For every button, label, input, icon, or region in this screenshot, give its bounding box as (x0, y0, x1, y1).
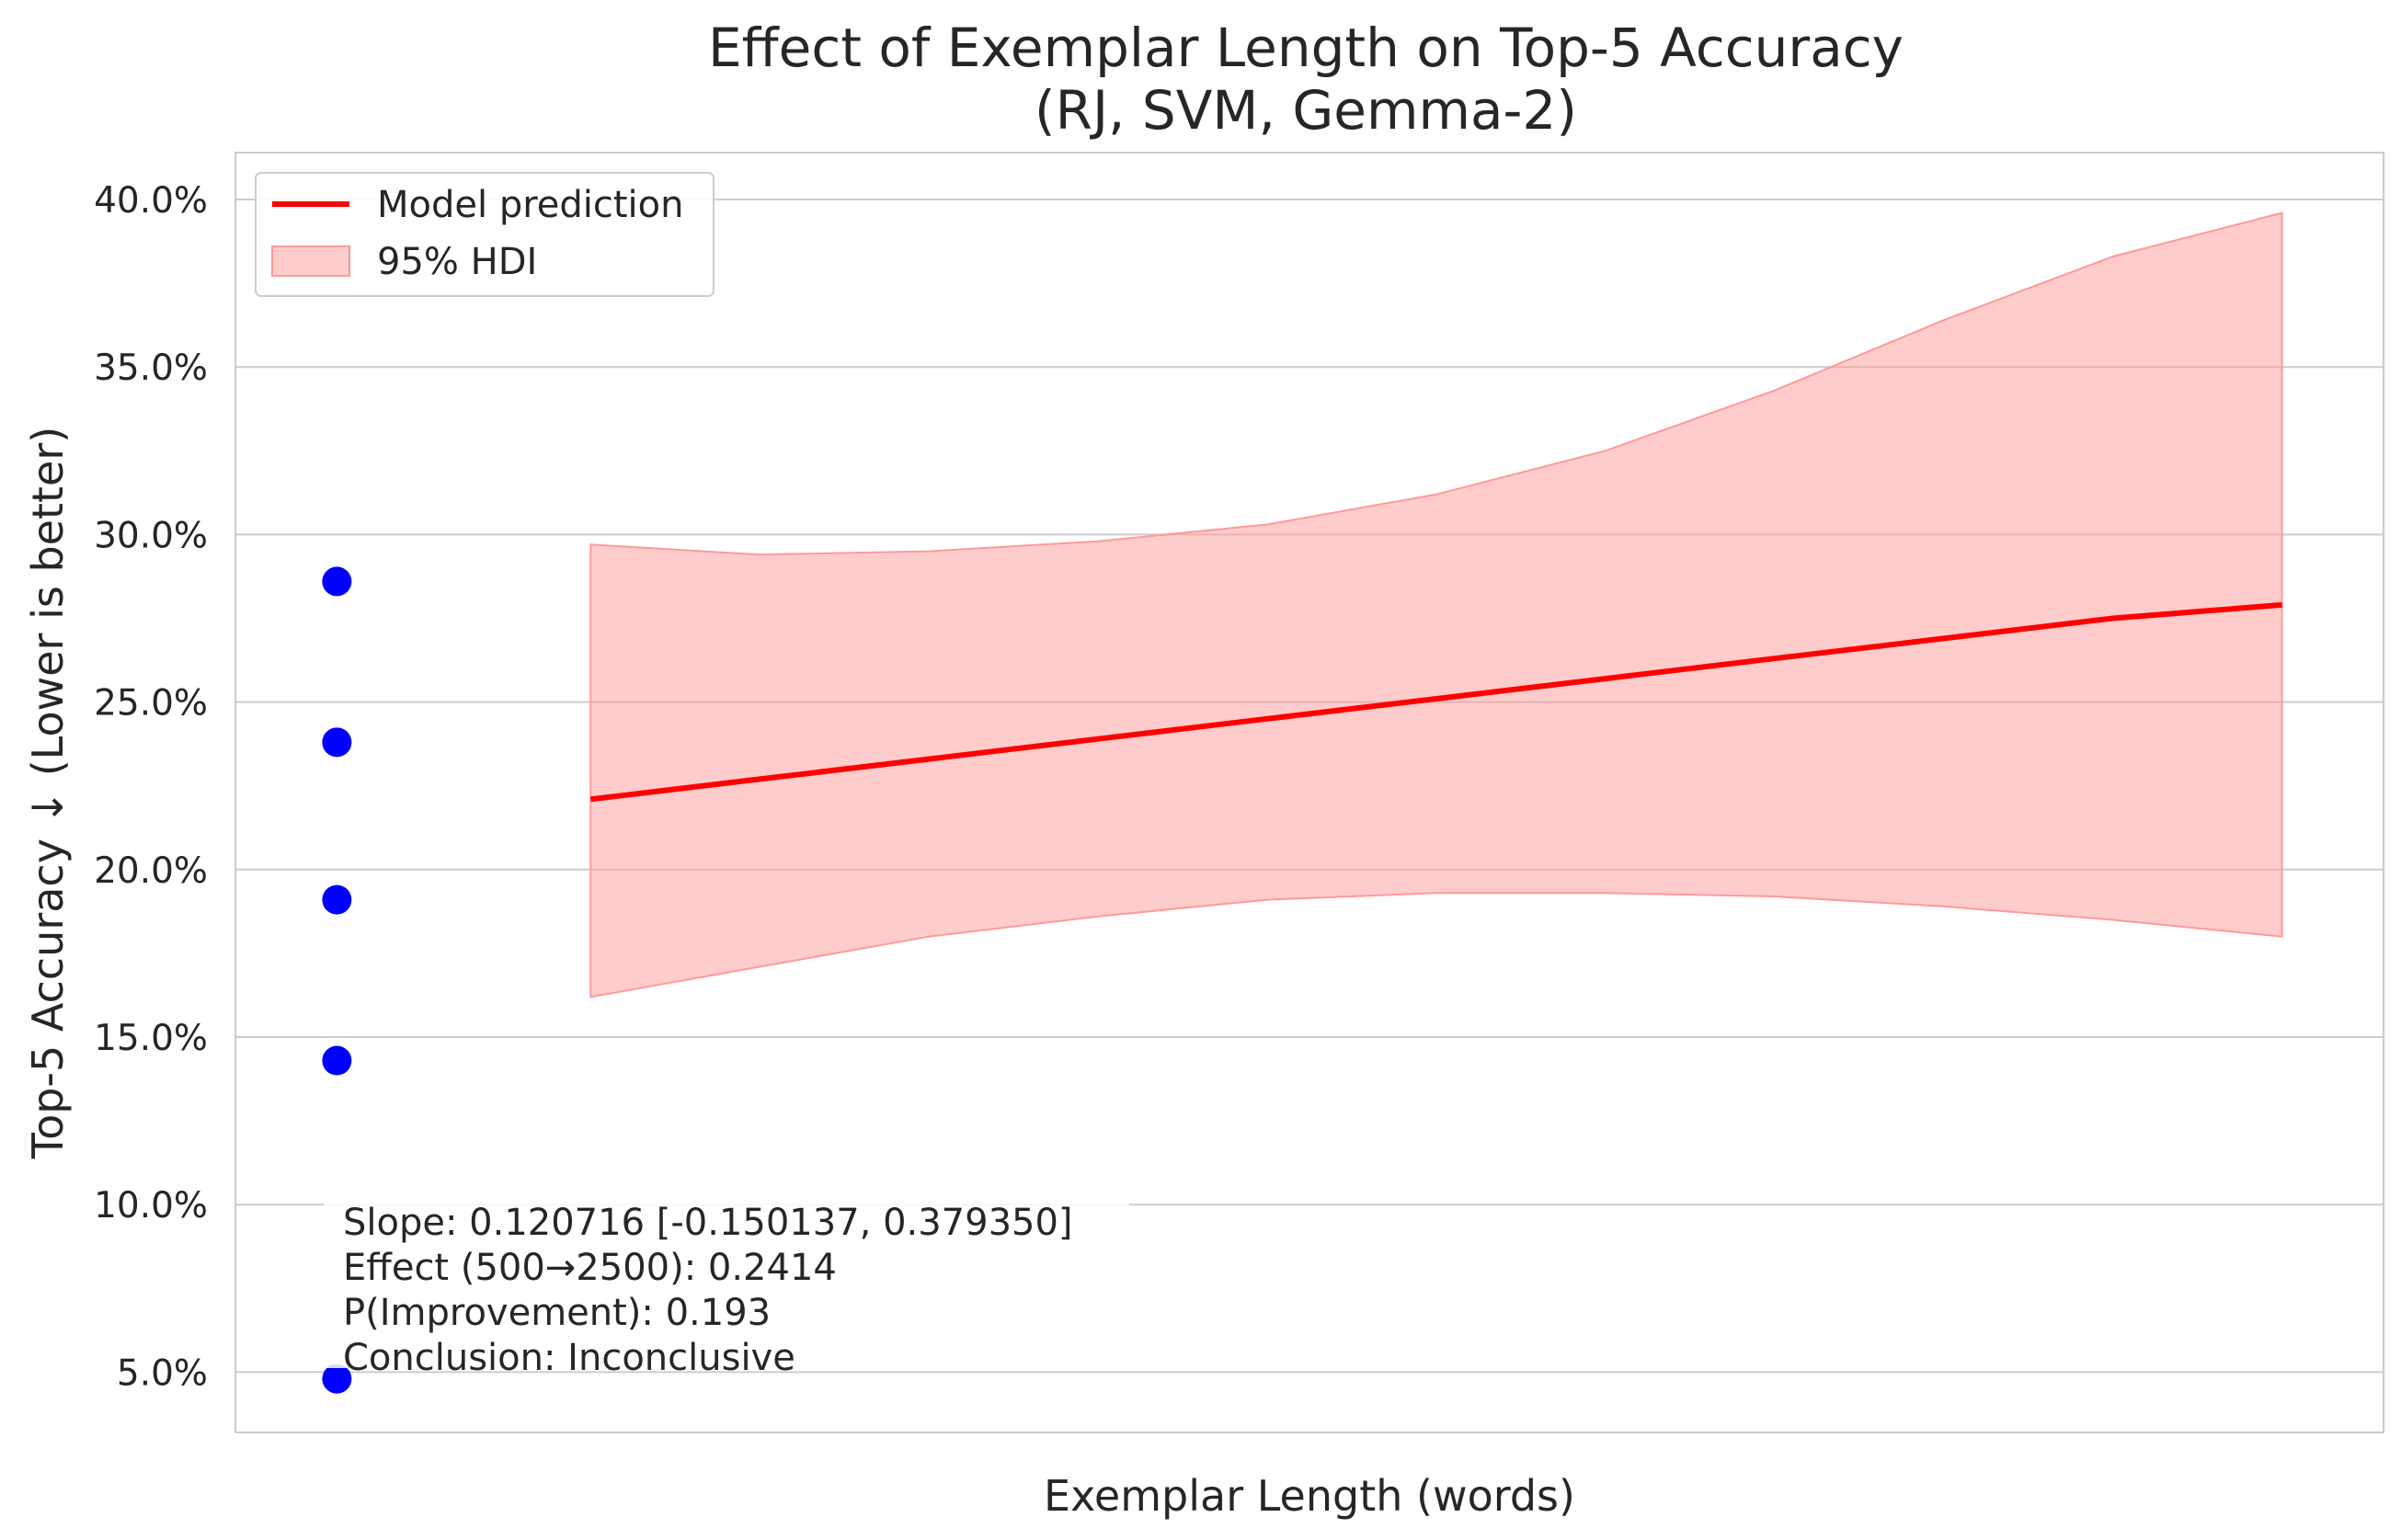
chart-title: Effect of Exemplar Length on Top-5 Accur… (708, 17, 1904, 79)
stats-line-effect: Effect (500→2500): 0.2414 (343, 1247, 837, 1289)
stats-annotation-background (324, 1193, 1129, 1368)
legend-label-model-prediction: Model prediction (377, 184, 684, 226)
legend-label-hdi: 95% HDI (377, 241, 537, 283)
y-tick-label: 35.0% (94, 348, 208, 389)
observation-point (322, 727, 352, 758)
legend: Model prediction 95% HDI (255, 172, 715, 297)
prediction-line-layer (589, 601, 2282, 803)
y-tick-label: 25.0% (94, 683, 208, 724)
stats-line-conclusion: Conclusion: Inconclusive (343, 1337, 795, 1379)
observation-point (322, 884, 352, 915)
hdi-band-layer (589, 211, 2283, 998)
y-tick-label: 30.0% (94, 515, 208, 556)
model-prediction-line (589, 601, 2282, 803)
y-tick-label: 10.0% (94, 1185, 208, 1226)
legend-swatch-hdi (271, 245, 350, 277)
y-axis-label: Top-5 Accuracy ↓ (Lower is better) (23, 427, 73, 1159)
observation-point (322, 566, 352, 597)
stats-annotation: Slope: 0.120716 [-0.150137, 0.379350] Ef… (324, 1193, 1129, 1379)
y-tick-label: 5.0% (117, 1352, 208, 1394)
y-tick-labels: 5.0% 10.0% 15.0% 20.0% 25.0% 30.0% 35.0% 40.0% (94, 180, 208, 1394)
observation-point (322, 1363, 352, 1394)
stats-line-probability: P(Improvement): 0.193 (343, 1292, 771, 1334)
x-axis-label: Exemplar Length (words) (1044, 1471, 1575, 1521)
legend-frame (255, 172, 715, 297)
observation-points (322, 566, 352, 1394)
stats-line-slope: Slope: 0.120716 [-0.150137, 0.379350] (343, 1202, 1073, 1244)
y-tick-label: 20.0% (94, 850, 208, 892)
y-tick-label: 40.0% (94, 180, 208, 222)
hdi-band (589, 211, 2283, 998)
observation-point (322, 1045, 352, 1076)
y-tick-label: 15.0% (94, 1018, 208, 1059)
chart-subtitle: (RJ, SVM, Gemma-2) (1035, 79, 1577, 142)
